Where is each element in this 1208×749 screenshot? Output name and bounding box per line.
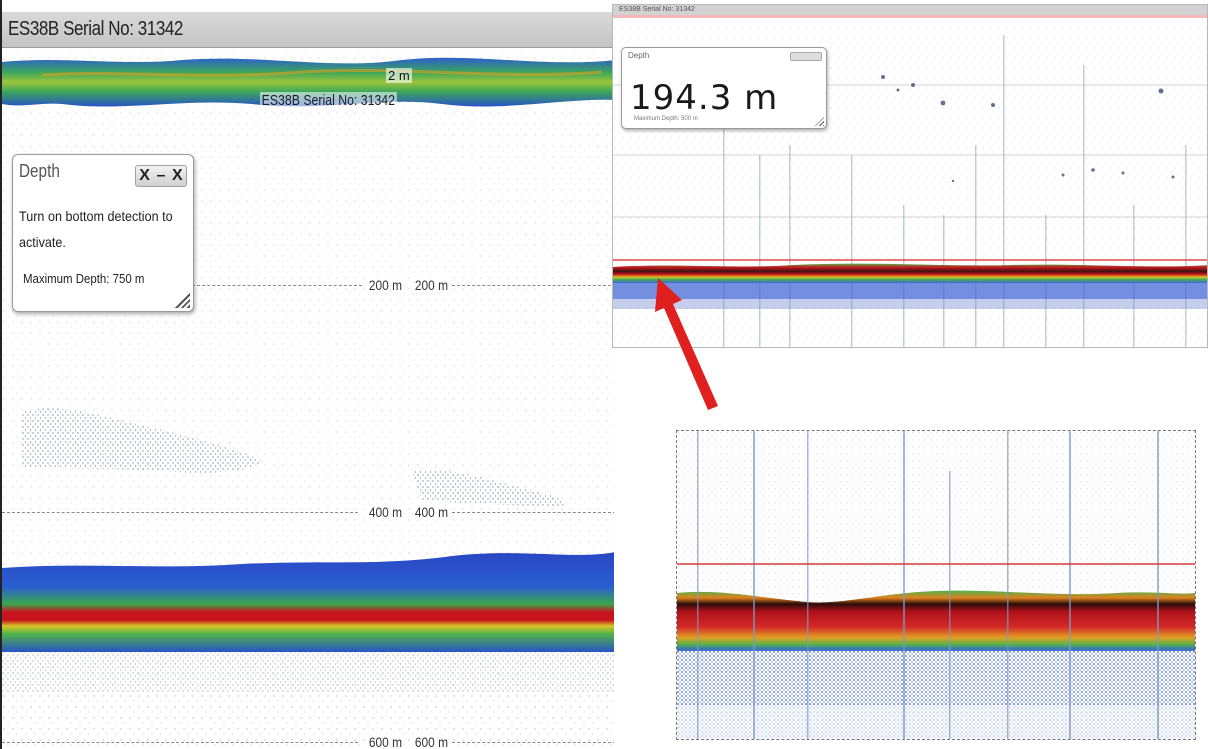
right-top-title-bar: ES38B Serial No: 31342 [613,5,1207,15]
left-echogram-title-bar: ES38B Serial No: 31342 [2,12,614,48]
depth-panel-title: Depth [19,161,60,181]
depth-label-200a: 200 m [367,277,404,293]
surface-transducer-label: ES38B Serial No: 31342 [260,92,397,109]
depth-readout-max-label: Maximum Depth: [634,116,680,122]
depth-label-200b: 200 m [413,277,450,293]
zoomed-echogram-canvas [677,431,1195,739]
depth-label-400a: 400 m [367,504,404,520]
max-depth-value: 750 m [112,271,145,286]
depth-line-200 [192,285,362,286]
depth-line-400 [2,512,358,513]
depth-panel-message: Turn on bottom detection to activate. [19,208,173,250]
depth-readout-window-buttons[interactable] [790,52,822,61]
depth-label-600a: 600 m [367,734,404,749]
surface-range-label: 2 m [386,68,412,83]
depth-label-600b: 600 m [413,734,450,749]
resize-grip-icon[interactable] [815,117,824,126]
resize-grip-icon[interactable] [174,292,190,308]
depth-panel-max-depth: Maximum Depth: 750 m [23,271,144,286]
depth-readout-max-value: 500 m [681,116,698,122]
depth-line-600b [452,742,614,743]
depth-line-600 [2,742,358,743]
max-depth-label: Maximum Depth: [23,271,110,286]
depth-line-400b [452,512,614,513]
depth-readout-title: Depth [628,51,650,60]
right-top-surface-strip [613,15,1207,18]
right-top-title: ES38B Serial No: 31342 [619,6,695,13]
close-icon-2[interactable]: X [172,167,183,184]
left-echogram-canvas [2,48,614,749]
depth-line-200b [452,285,614,286]
depth-panel-window-buttons[interactable]: X – X [135,165,187,187]
close-icon[interactable]: X [139,167,150,184]
red-arrow-icon [655,278,718,410]
left-echogram-panel[interactable]: ES38B Serial No: 31342 [0,0,614,749]
depth-readout-max: Maximum Depth: 500 m [634,116,698,122]
left-echogram-title: ES38B Serial No: 31342 [8,18,183,40]
depth-readout-value: 194.3 m [630,78,779,118]
depth-label-400b: 400 m [413,504,450,520]
minimize-icon[interactable]: – [156,167,166,184]
depth-readout-panel[interactable]: Depth 194.3 m Maximum Depth: 500 m [621,47,827,129]
right-top-echogram-panel[interactable]: ES38B Serial No: 31342 [612,4,1208,348]
zoomed-bottom-echogram-panel[interactable] [676,430,1196,740]
depth-info-panel[interactable]: Depth X – X Turn on bottom detection to … [12,154,194,312]
